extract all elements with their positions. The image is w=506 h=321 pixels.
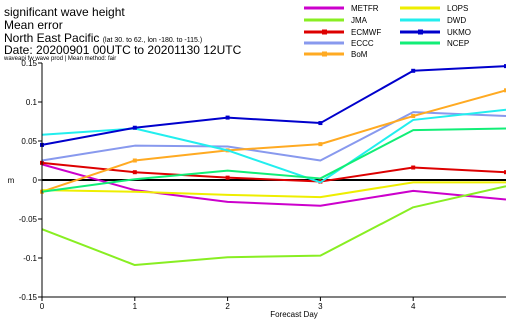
y-tick-label: -0.1: [23, 254, 37, 263]
legend-label-metfr: METFR: [351, 4, 379, 13]
data-point-bom: [132, 158, 137, 163]
series-line-ecmwf: [41, 161, 506, 183]
data-point-ukmo: [225, 115, 230, 120]
series-line-dwd: [41, 108, 506, 184]
chart-subtitle-metric: Mean error: [4, 18, 63, 32]
data-point-ukmo: [132, 125, 137, 130]
x-tick-label: 2: [225, 302, 230, 311]
series-line-eccc: [41, 111, 506, 162]
series-line-jma: [41, 185, 506, 267]
data-point-bom: [504, 88, 506, 93]
region-bounds: (lat 30. to 62., lon -180. to -115.): [102, 37, 203, 44]
x-tick-label: 1: [133, 302, 138, 311]
data-point-bom: [318, 142, 323, 147]
series-line-bom: [41, 89, 506, 193]
data-point-ecmwf: [411, 165, 416, 170]
chart-subtitle-date: Date: 20200901 00UTC to 20201130 12UTC: [4, 43, 242, 57]
legend-label-ukmo: UKMO: [447, 28, 471, 37]
x-tick-label: 0: [40, 302, 45, 311]
legend-label-ecmwf: ECMWF: [351, 28, 381, 37]
y-tick-label: -0.15: [19, 293, 38, 302]
legend-label-eccc: ECCC: [351, 39, 374, 48]
series-line-ncep: [41, 127, 506, 193]
region-name: North East Pacific: [4, 31, 100, 45]
y-tick-label: 0.05: [21, 137, 37, 146]
legend-label-jma: JMA: [351, 16, 368, 25]
legend-label-ncep: NCEP: [447, 39, 469, 48]
legend-label-dwd: DWD: [447, 16, 466, 25]
data-point-ecmwf: [504, 170, 506, 175]
legend-marker-ecmwf: [322, 29, 327, 35]
data-point-bom: [411, 114, 416, 119]
legend-label-bom: BoM: [351, 50, 368, 59]
data-point-ukmo: [411, 68, 416, 73]
chart-subtitle-method: waveapi fw wave prod | Mean method: fair: [4, 56, 117, 62]
data-point-ukmo: [504, 64, 506, 69]
chart-subtitle-region: North East Pacific (lat 30. to 62., lon …: [4, 31, 202, 45]
series-line-ukmo: [41, 65, 506, 146]
data-point-ecmwf: [132, 170, 137, 175]
y-tick-label: 0.1: [26, 98, 38, 107]
data-point-ecmwf: [225, 175, 230, 180]
legend-marker-ukmo: [418, 29, 423, 35]
series-line-lops: [41, 181, 506, 199]
x-tick-label: 3: [318, 302, 323, 311]
legend-marker-bom: [322, 51, 327, 57]
x-tick-label: 4: [411, 302, 416, 311]
series-line-metfr: [41, 163, 506, 207]
y-tick-label: 0: [33, 176, 38, 185]
y-tick-label: -0.05: [19, 215, 38, 224]
chart-title: significant wave height: [4, 5, 125, 19]
x-axis-label: Forecast Day: [270, 310, 318, 319]
y-axis-label: m: [8, 176, 15, 185]
legend-label-lops: LOPS: [447, 4, 468, 13]
y-tick-label: 0.15: [21, 59, 37, 68]
data-point-ukmo: [318, 121, 323, 126]
